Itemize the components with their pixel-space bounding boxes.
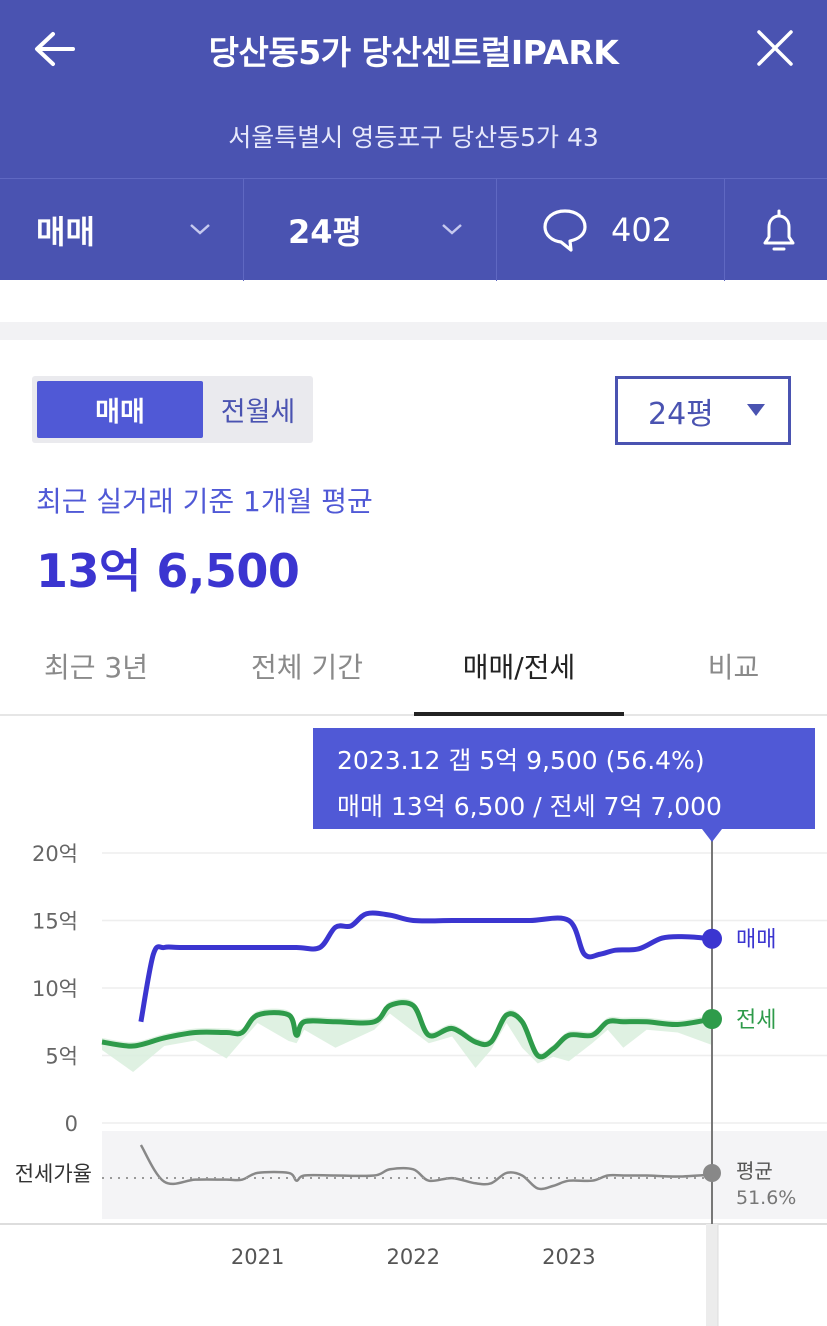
legend-sale: 매매	[736, 928, 776, 953]
area-dropdown[interactable]: 24평	[244, 179, 497, 281]
arrow-left-icon	[35, 32, 75, 66]
x-tick-label: 2021	[231, 1245, 284, 1269]
period-tabs: 최근 3년 전체 기간 매매/전세 비교	[0, 618, 827, 716]
y-tick-label: 15억	[32, 910, 78, 934]
tooltip-gap-line: 2023.12 갭 5억 9,500 (56.4%)	[337, 746, 705, 775]
legend-jeonse: 전세	[736, 1008, 776, 1033]
comments-button[interactable]: 402	[497, 179, 725, 281]
caret-down-icon	[747, 404, 765, 416]
ratio-average-label: 평균	[736, 1159, 773, 1183]
tooltip-price-line: 매매 13억 6,500 / 전세 7억 7,000	[337, 792, 722, 821]
series-line-sale	[138, 910, 713, 1023]
x-tick-label: 2022	[386, 1245, 439, 1269]
jeonse-end-marker	[702, 1009, 722, 1030]
y-tick-label: 5억	[45, 1045, 78, 1069]
series-line-jeonse	[101, 1000, 713, 1060]
trade-segment: 매매 전월세	[32, 376, 313, 443]
tab-sale-jeonse[interactable]: 매매/전세	[414, 618, 624, 716]
ratio-end-marker	[703, 1164, 721, 1182]
back-button[interactable]	[28, 26, 80, 72]
ratio-panel-label: 전세가율	[15, 1162, 92, 1186]
tab-all-period[interactable]: 전체 기간	[251, 651, 363, 684]
sale-end-marker	[702, 928, 722, 949]
ratio-line	[139, 1144, 713, 1191]
y-tick-label: 10억	[32, 977, 78, 1001]
segment-rent[interactable]: 전월세	[220, 397, 296, 428]
bell-icon	[763, 209, 795, 251]
comment-count: 402	[611, 211, 673, 249]
chevron-down-icon	[442, 224, 462, 235]
tooltip-pointer	[702, 829, 722, 842]
section-divider	[0, 322, 827, 340]
y-tick-label: 20억	[32, 842, 78, 866]
chart-tooltip: 2023.12 갭 5억 9,500 (56.4%) 매매 13억 6,500 …	[313, 728, 815, 829]
tab-compare[interactable]: 비교	[707, 651, 760, 684]
average-price: 13억 6,500	[36, 544, 300, 598]
alarm-button[interactable]	[725, 179, 827, 281]
tab-recent-3y[interactable]: 최근 3년	[44, 651, 148, 684]
trade-type-label: 매매	[36, 213, 95, 251]
close-icon	[757, 30, 793, 66]
scroll-track	[706, 1224, 718, 1326]
header: 당산동5가 당산센트럴IPARK 서울특별시 영등포구 당산동5가 43 매매 …	[0, 0, 827, 281]
close-button[interactable]	[749, 24, 801, 72]
page-title: 당산동5가 당산센트럴IPARK	[208, 33, 619, 72]
trade-type-dropdown[interactable]: 매매	[0, 179, 244, 281]
area-label: 24평	[288, 213, 362, 251]
ratio-average-value: 51.6%	[736, 1187, 796, 1209]
y-tick-label: 0	[65, 1112, 78, 1136]
speech-bubble-icon	[543, 209, 587, 252]
size-select[interactable]: 24평	[615, 376, 791, 445]
segment-sale[interactable]: 매매	[37, 381, 203, 438]
filter-bar: 매매 24평 402	[0, 178, 827, 281]
address-text: 서울특별시 영등포구 당산동5가 43	[228, 123, 599, 152]
jeonse-range-band	[102, 998, 712, 1073]
average-caption: 최근 실거래 기준 1개월 평균	[36, 485, 373, 518]
size-select-value: 24평	[648, 396, 714, 432]
x-tick-label: 2023	[542, 1245, 595, 1269]
chevron-down-icon	[190, 224, 210, 235]
